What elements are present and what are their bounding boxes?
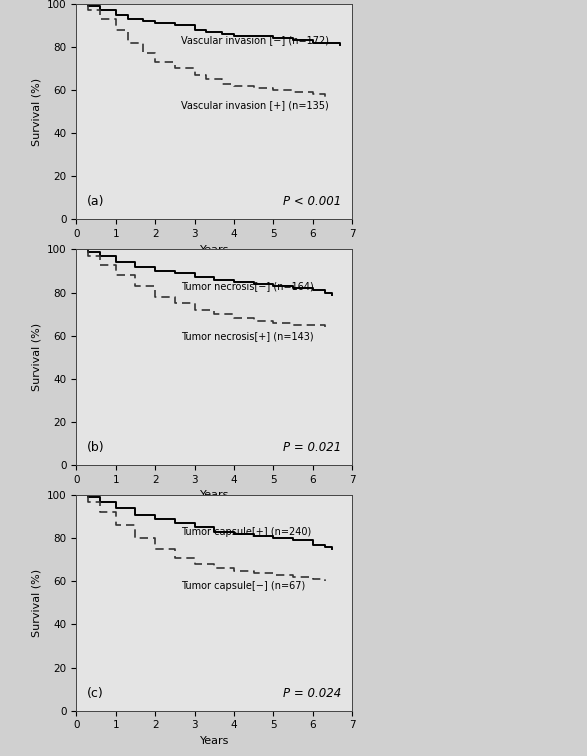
Text: (a): (a) <box>87 196 105 209</box>
Text: Vascular invasion [−] (n=172): Vascular invasion [−] (n=172) <box>181 36 329 45</box>
Y-axis label: Survival (%): Survival (%) <box>32 323 42 392</box>
X-axis label: Years: Years <box>200 244 229 255</box>
Text: (c): (c) <box>87 687 104 700</box>
Y-axis label: Survival (%): Survival (%) <box>32 569 42 637</box>
Text: Tumor capsule[+] (n=240): Tumor capsule[+] (n=240) <box>181 527 311 537</box>
X-axis label: Years: Years <box>200 490 229 500</box>
Text: (b): (b) <box>87 442 105 454</box>
Text: P < 0.001: P < 0.001 <box>283 196 341 209</box>
Text: Tumor necrosis[−] (n=164): Tumor necrosis[−] (n=164) <box>181 281 314 291</box>
Text: Vascular invasion [+] (n=135): Vascular invasion [+] (n=135) <box>181 100 329 110</box>
Text: P = 0.021: P = 0.021 <box>283 442 341 454</box>
Text: Tumor capsule[−] (n=67): Tumor capsule[−] (n=67) <box>181 581 305 590</box>
X-axis label: Years: Years <box>200 736 229 746</box>
Y-axis label: Survival (%): Survival (%) <box>32 77 42 146</box>
Text: Tumor necrosis[+] (n=143): Tumor necrosis[+] (n=143) <box>181 330 314 341</box>
Text: P = 0.024: P = 0.024 <box>283 687 341 700</box>
